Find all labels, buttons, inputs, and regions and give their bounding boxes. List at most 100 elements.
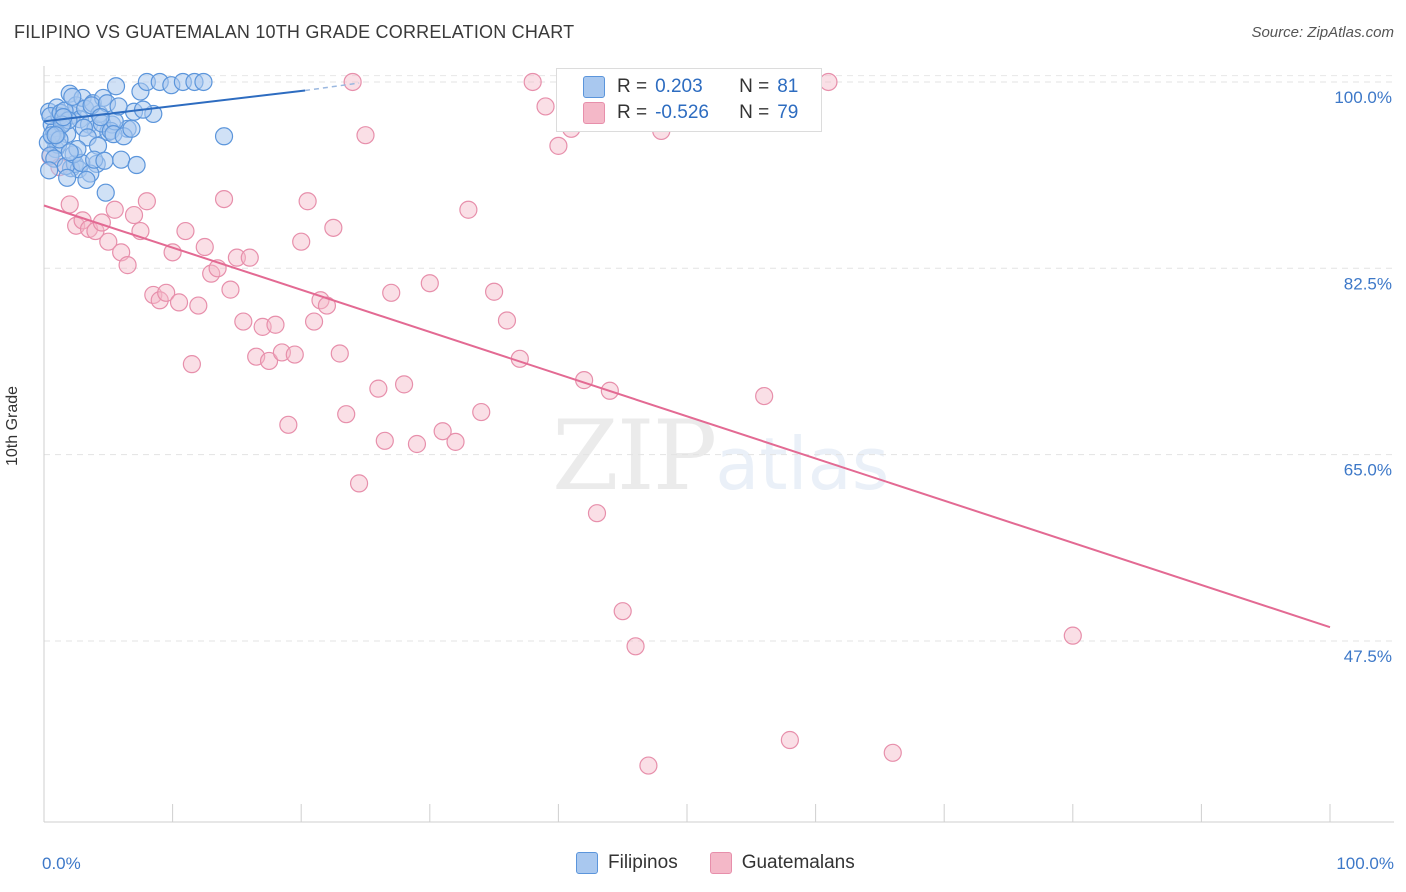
legend-item-filipinos[interactable]: Filipinos bbox=[576, 852, 678, 874]
point-guatemalans bbox=[369, 379, 388, 398]
point-filipinos bbox=[112, 150, 131, 169]
point-guatemalans bbox=[99, 232, 118, 251]
point-guatemalans bbox=[124, 205, 144, 225]
point-guatemalans bbox=[118, 256, 137, 275]
legend-label-guatemalans: Guatemalans bbox=[741, 852, 855, 873]
legend-r-value: 0.203 bbox=[655, 76, 703, 97]
chart-title: FILIPINO VS GUATEMALAN 10TH GRADE CORREL… bbox=[14, 22, 575, 42]
point-guatemalans bbox=[157, 283, 176, 302]
point-guatemalans bbox=[356, 126, 375, 145]
correlation-legend: R = 0.203 N = 81 R = -0.526 N = 79 bbox=[556, 68, 822, 132]
point-guatemalans bbox=[60, 195, 79, 214]
point-guatemalans bbox=[394, 375, 414, 394]
legend-r-value: -0.526 bbox=[655, 102, 709, 123]
point-guatemalans bbox=[227, 248, 246, 267]
trend-line-guatemalans bbox=[43, 204, 1331, 629]
legend-item-guatemalans[interactable]: Guatemalans bbox=[709, 852, 855, 874]
y-tick-label: 65.0% bbox=[1344, 461, 1392, 480]
legend-row-guatemalans: R = -0.526 N = 79 bbox=[583, 101, 798, 125]
series-guatemalans bbox=[41, 72, 1082, 775]
point-guatemalans bbox=[324, 218, 343, 237]
trend-line-filipinos-extension bbox=[304, 82, 360, 92]
point-guatemalans bbox=[755, 386, 774, 406]
point-guatemalans bbox=[485, 282, 504, 301]
point-guatemalans bbox=[292, 232, 311, 251]
point-filipinos bbox=[91, 108, 110, 127]
point-guatemalans bbox=[613, 602, 632, 621]
series-filipinos bbox=[38, 72, 234, 202]
point-filipinos bbox=[109, 97, 128, 116]
point-guatemalans bbox=[472, 402, 491, 422]
point-guatemalans bbox=[1063, 626, 1082, 645]
legend-n-key: N = bbox=[739, 76, 770, 97]
point-guatemalans bbox=[375, 431, 394, 450]
point-guatemalans bbox=[433, 422, 452, 441]
point-guatemalans bbox=[182, 355, 201, 374]
trend-lines bbox=[43, 82, 1331, 629]
point-filipinos bbox=[95, 151, 114, 170]
y-tick-label: 47.5% bbox=[1344, 647, 1392, 666]
point-guatemalans bbox=[459, 200, 478, 219]
point-filipinos bbox=[106, 77, 126, 96]
point-guatemalans bbox=[819, 72, 838, 92]
point-guatemalans bbox=[137, 192, 156, 211]
point-filipinos bbox=[46, 126, 65, 145]
point-filipinos bbox=[122, 119, 141, 138]
legend-n-key: N = bbox=[739, 102, 770, 123]
point-filipinos bbox=[214, 127, 234, 146]
point-filipinos bbox=[77, 170, 96, 190]
point-guatemalans bbox=[349, 474, 369, 493]
point-guatemalans bbox=[337, 405, 356, 424]
watermark-zip: ZIP bbox=[552, 400, 717, 512]
point-guatemalans bbox=[420, 274, 439, 293]
point-guatemalans bbox=[536, 97, 555, 116]
point-filipinos bbox=[127, 155, 146, 175]
y-tick-label: 100.0% bbox=[1334, 88, 1392, 107]
y-tick-label: 82.5% bbox=[1344, 274, 1392, 293]
legend-swatch-filipinos bbox=[583, 76, 605, 98]
point-guatemalans bbox=[639, 756, 658, 775]
point-guatemalans bbox=[234, 312, 253, 331]
point-filipinos bbox=[54, 108, 73, 127]
point-guatemalans bbox=[285, 345, 304, 364]
point-guatemalans bbox=[240, 248, 259, 267]
point-guatemalans bbox=[523, 72, 542, 92]
point-guatemalans bbox=[446, 432, 465, 451]
point-filipinos bbox=[96, 183, 115, 202]
point-guatemalans bbox=[266, 315, 285, 334]
point-filipinos bbox=[40, 161, 59, 180]
point-guatemalans bbox=[407, 434, 427, 454]
point-guatemalans bbox=[626, 637, 645, 656]
legend-label-filipinos: Filipinos bbox=[608, 852, 678, 873]
point-filipinos bbox=[194, 72, 213, 92]
point-guatemalans bbox=[780, 730, 799, 750]
point-filipinos bbox=[60, 143, 79, 162]
legend-swatch-filipinos bbox=[576, 852, 598, 874]
source-label: Source: ZipAtlas.com bbox=[1251, 24, 1394, 41]
legend-r-key: R = bbox=[617, 102, 648, 123]
point-guatemalans bbox=[549, 136, 568, 155]
legend-n-value: 79 bbox=[777, 102, 799, 123]
legend-row-filipinos: R = 0.203 N = 81 bbox=[583, 75, 798, 99]
point-guatemalans bbox=[195, 237, 214, 257]
legend-swatch-guatemalans bbox=[583, 102, 605, 124]
point-filipinos bbox=[63, 87, 82, 106]
point-guatemalans bbox=[259, 351, 279, 371]
point-guatemalans bbox=[214, 189, 234, 209]
point-guatemalans bbox=[304, 312, 324, 331]
point-guatemalans bbox=[330, 344, 349, 363]
legend-n-value: 81 bbox=[777, 76, 799, 97]
legend-swatch-guatemalans bbox=[709, 852, 732, 874]
point-guatemalans bbox=[221, 280, 240, 299]
point-filipinos bbox=[58, 168, 77, 187]
point-guatemalans bbox=[189, 296, 208, 315]
point-guatemalans bbox=[176, 221, 195, 241]
series-legend: Filipinos Guatemalans bbox=[576, 852, 887, 874]
axes bbox=[43, 66, 1394, 823]
point-guatemalans bbox=[169, 293, 189, 312]
gridlines bbox=[44, 75, 1394, 642]
x-tick-label-max: 100.0% bbox=[1336, 854, 1394, 873]
point-guatemalans bbox=[317, 296, 337, 315]
tick-labels: 47.5% 65.0% 82.5% 100.0% 0.0% 100.0% bbox=[42, 88, 1394, 873]
point-guatemalans bbox=[298, 192, 317, 211]
